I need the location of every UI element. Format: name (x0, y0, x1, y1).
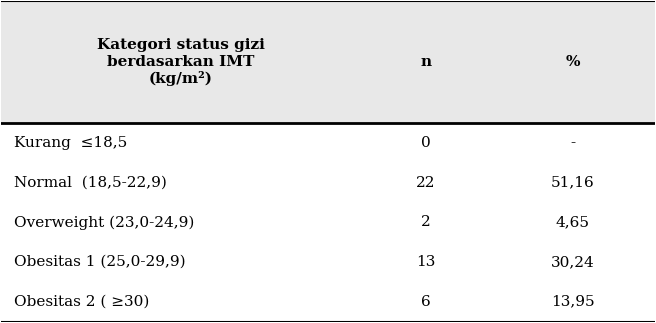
Text: Overweight (23,0-24,9): Overweight (23,0-24,9) (14, 215, 195, 230)
Text: 0: 0 (421, 136, 431, 150)
Text: 2: 2 (421, 215, 431, 229)
Text: n: n (420, 55, 432, 69)
Text: Normal  (18,5-22,9): Normal (18,5-22,9) (14, 176, 167, 190)
Text: 6: 6 (421, 295, 431, 309)
Text: 22: 22 (417, 176, 436, 190)
Text: Kurang  ≤18,5: Kurang ≤18,5 (14, 136, 128, 150)
Text: -: - (571, 136, 575, 150)
Text: Obesitas 2 ( ≥30): Obesitas 2 ( ≥30) (14, 295, 150, 309)
Text: 13: 13 (417, 255, 436, 269)
Text: 4,65: 4,65 (556, 215, 590, 229)
Text: 51,16: 51,16 (551, 176, 595, 190)
Text: %: % (565, 55, 580, 69)
Text: 30,24: 30,24 (551, 255, 595, 269)
Text: 13,95: 13,95 (551, 295, 595, 309)
Bar (1, 1, 655, 123)
Text: Obesitas 1 (25,0-29,9): Obesitas 1 (25,0-29,9) (14, 255, 186, 269)
Text: Kategori status gizi
berdasarkan IMT
(kg/m²): Kategori status gizi berdasarkan IMT (kg… (97, 38, 265, 86)
